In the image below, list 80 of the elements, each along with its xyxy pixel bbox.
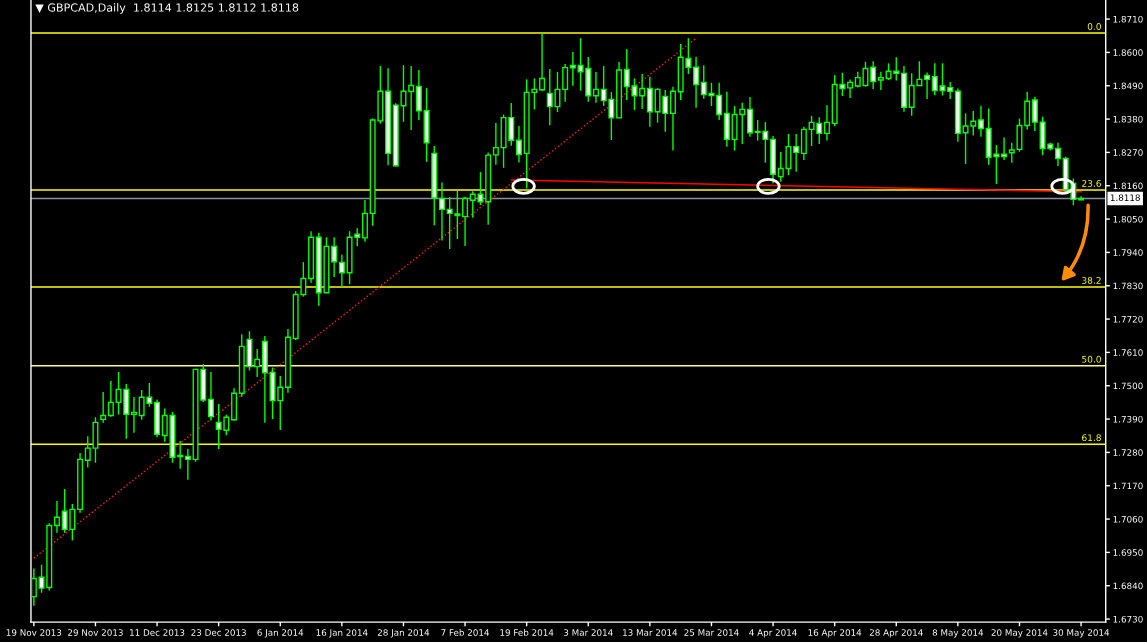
x-tick-label: 28 Apr 2014 xyxy=(869,629,923,638)
candlestick xyxy=(100,391,107,424)
y-tick-label: 1.8710 xyxy=(1113,15,1143,23)
y-tick-label: 1.7830 xyxy=(1113,282,1143,290)
annotation: 23.6 xyxy=(1082,180,1101,187)
candlestick xyxy=(107,380,114,418)
candlestick xyxy=(331,236,338,278)
y-tick-label: 1.7500 xyxy=(1113,382,1143,390)
y-tick-label: 1.7610 xyxy=(1113,349,1143,356)
y-tick-label: 1.7170 xyxy=(1113,482,1143,490)
y-tick-label: 1.8490 xyxy=(1113,82,1143,90)
ref-line-label: 1.8118 xyxy=(1110,194,1140,202)
y-tick-label: 1.6950 xyxy=(1113,549,1143,556)
x-tick-label: 25 Mar 2014 xyxy=(684,629,739,636)
y-tick-label: 1.6730 xyxy=(1113,615,1143,623)
candlestick xyxy=(746,96,753,138)
candlestick xyxy=(1054,142,1061,167)
x-tick-label: 28 Jan 2014 xyxy=(377,629,430,638)
x-tick-label: 13 Mar 2014 xyxy=(623,629,678,636)
x-tick-label: 29 Nov 2013 xyxy=(68,629,123,636)
candlestick xyxy=(646,75,653,128)
candlestick xyxy=(438,181,445,242)
y-tick-label: 1.8600 xyxy=(1113,49,1143,56)
y-tick-label: 1.8270 xyxy=(1113,149,1143,156)
x-tick-label: 11 Dec 2013 xyxy=(130,629,185,636)
x-tick-label: 8 May 2014 xyxy=(932,629,984,638)
candlestick xyxy=(639,73,646,110)
candlestick xyxy=(207,371,214,422)
annotation: 38.2 xyxy=(1082,276,1101,284)
candlestick xyxy=(539,32,546,92)
y-tick-label: 1.6840 xyxy=(1113,582,1143,590)
x-tick-label: 16 Jan 2014 xyxy=(316,629,368,638)
y-tick-label: 1.7720 xyxy=(1113,315,1143,323)
candlestick xyxy=(462,195,469,247)
x-tick-label: 6 Jan 2014 xyxy=(257,629,304,638)
candlestick xyxy=(977,105,984,138)
candlestick xyxy=(793,133,800,173)
y-tick-label: 1.8160 xyxy=(1113,182,1143,190)
candlestick xyxy=(823,104,830,142)
candlestick xyxy=(870,60,877,90)
candlestick xyxy=(847,78,854,99)
y-tick-label: 1.7940 xyxy=(1113,249,1143,256)
candlestick xyxy=(184,448,191,481)
candlestick xyxy=(338,254,345,288)
candlestick xyxy=(592,71,599,104)
candlestick xyxy=(947,81,954,100)
x-tick-label: 3 Mar 2014 xyxy=(563,629,613,636)
x-tick-label: 23 Dec 2013 xyxy=(191,629,246,636)
x-tick-label: 4 Apr 2014 xyxy=(749,629,797,638)
candlestick xyxy=(669,85,676,152)
candlestick xyxy=(1031,95,1038,132)
x-tick-label: 19 Nov 2013 xyxy=(6,629,62,636)
candlestick xyxy=(693,55,700,109)
candlestick xyxy=(30,567,37,607)
candlestick xyxy=(408,65,415,131)
candlestick xyxy=(877,71,884,91)
y-tick-label: 1.7390 xyxy=(1113,415,1143,423)
candlestick xyxy=(924,71,931,100)
candlestick xyxy=(130,396,137,434)
candlestick xyxy=(562,63,569,103)
x-tick-label: 30 May 2014 xyxy=(1053,629,1110,638)
candlestick xyxy=(800,125,807,161)
candlestick xyxy=(716,82,723,121)
y-tick-label: 1.7280 xyxy=(1113,449,1143,456)
x-tick-label: 16 Apr 2014 xyxy=(808,629,862,638)
x-tick-label: 7 Feb 2014 xyxy=(441,629,490,636)
candlestick xyxy=(569,51,576,87)
candlestick xyxy=(492,122,499,166)
annotation: 0.0 xyxy=(1087,23,1101,30)
annotation: 50.0 xyxy=(1082,355,1101,363)
chart-title: ▼ GBPCAD,Daily 1.8114 1.8125 1.8112 1.8118 xyxy=(35,3,299,14)
annotation: 61.8 xyxy=(1082,434,1101,442)
candlestick xyxy=(53,500,60,534)
x-tick-label: 19 Feb 2014 xyxy=(500,629,554,636)
y-tick-label: 1.8050 xyxy=(1113,215,1143,223)
x-tick-label: 20 May 2014 xyxy=(991,629,1048,638)
candlestick xyxy=(515,125,522,164)
y-tick-label: 1.7060 xyxy=(1113,515,1143,523)
candlestick xyxy=(254,348,261,378)
y-tick-label: 1.8380 xyxy=(1113,115,1143,123)
